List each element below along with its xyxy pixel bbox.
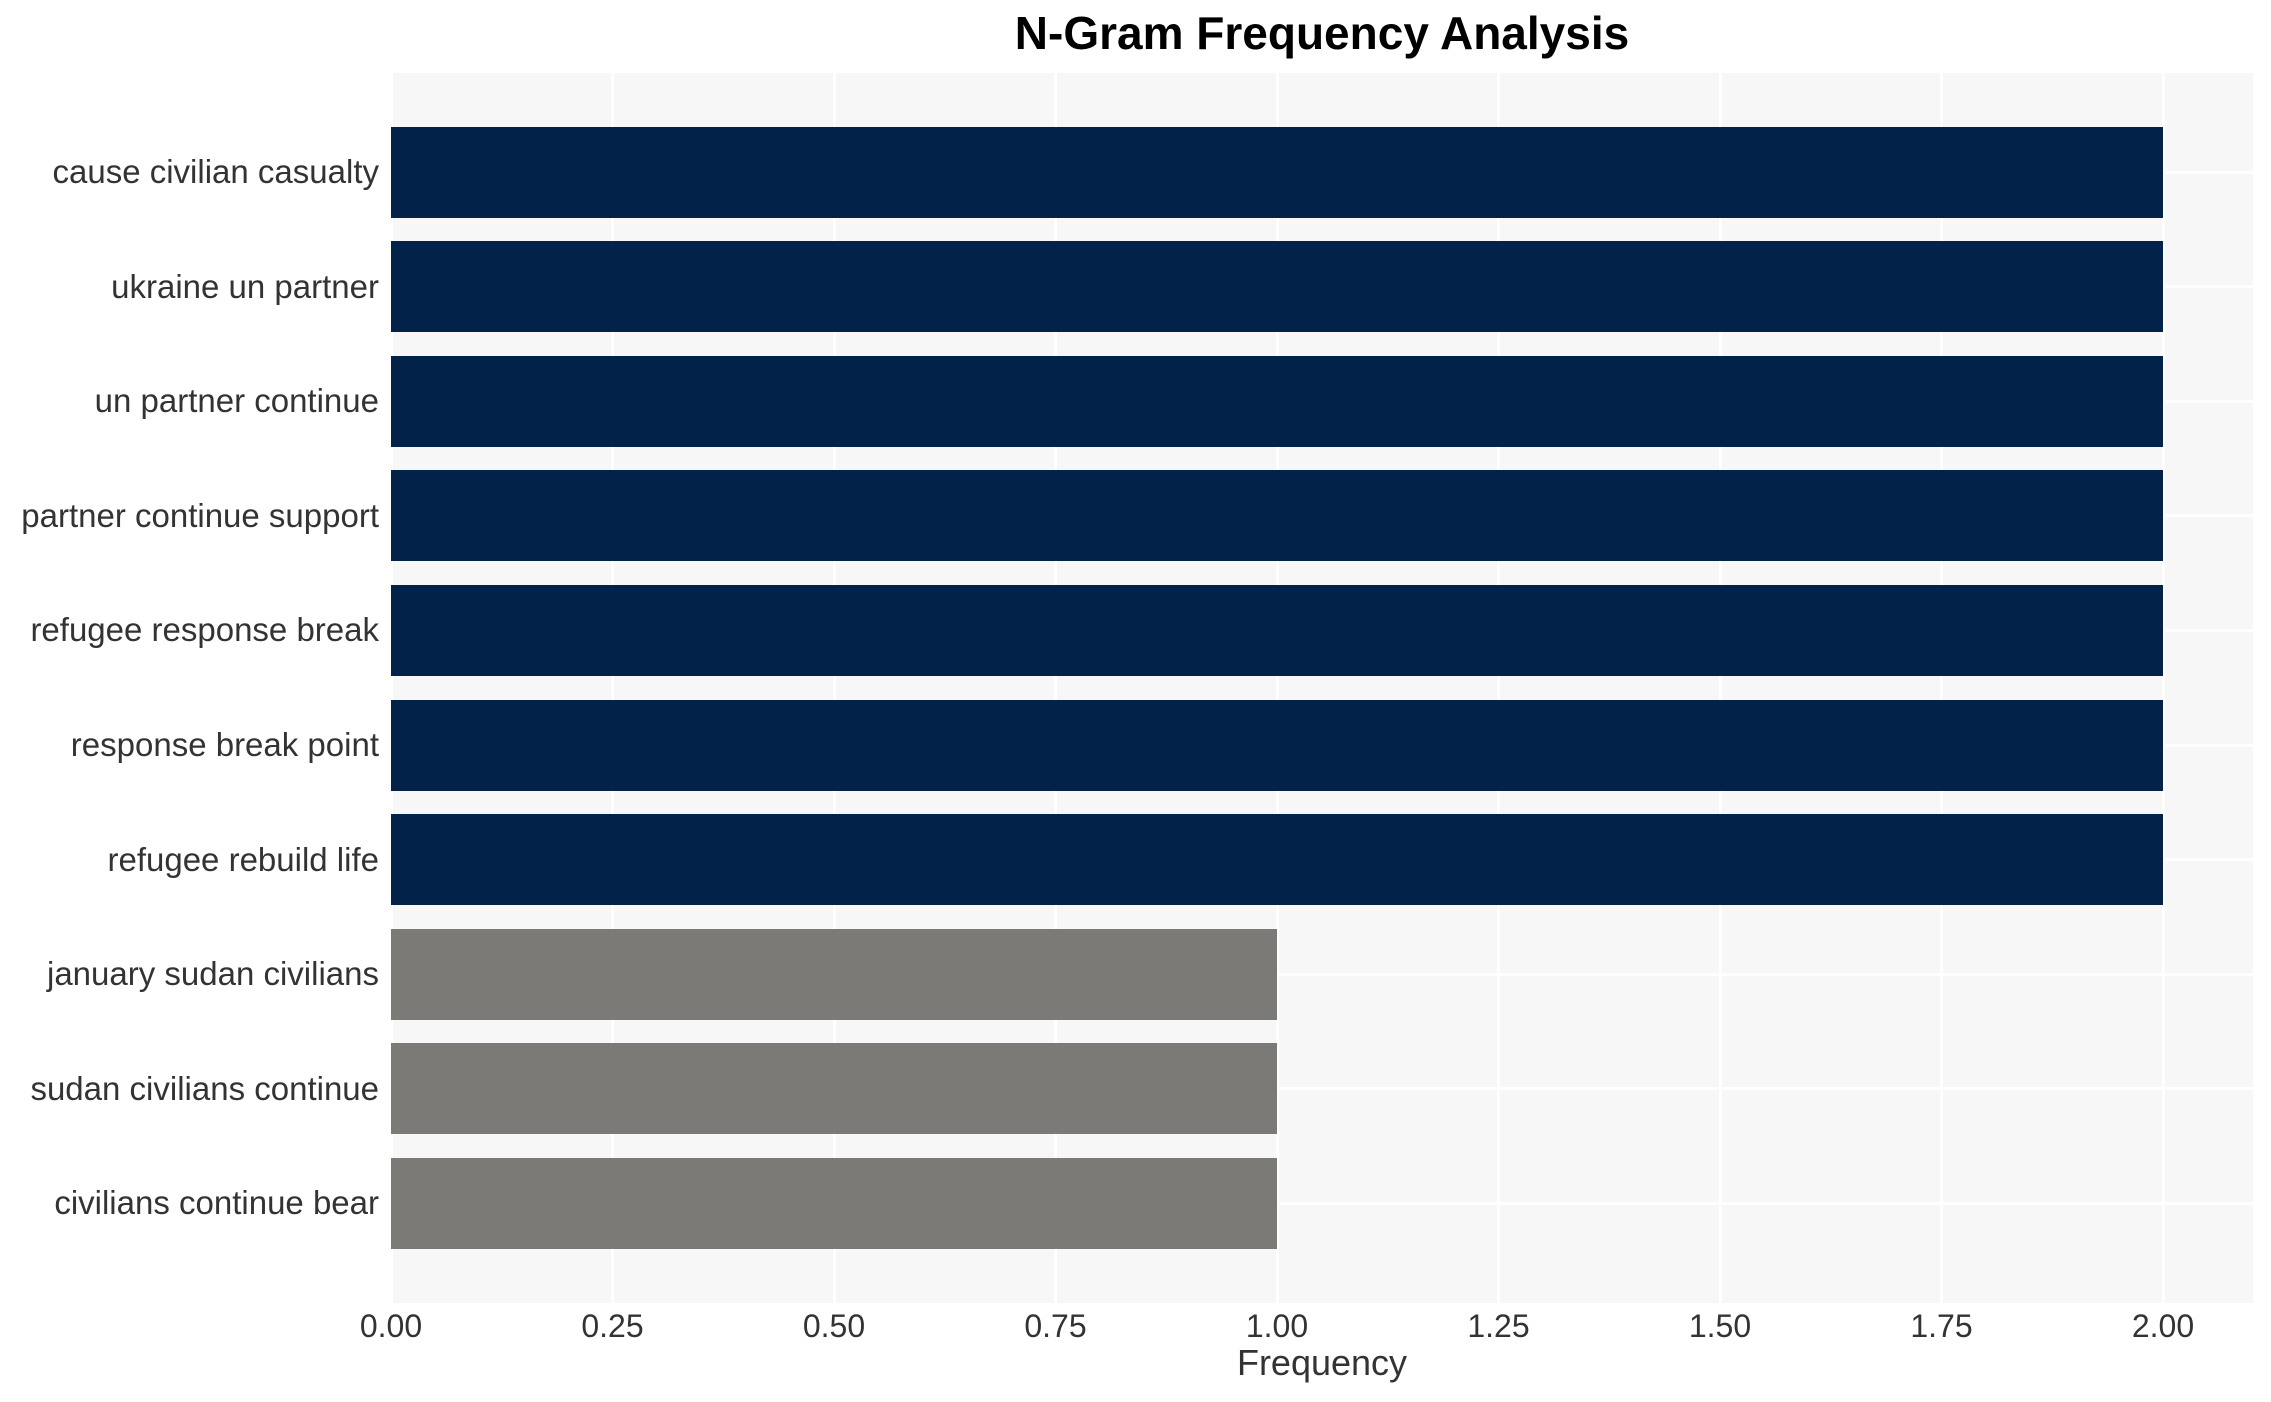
y-axis-label: refugee response break bbox=[30, 611, 379, 649]
v-gridline bbox=[1275, 73, 1279, 1303]
y-axis-label: response break point bbox=[70, 726, 379, 763]
v-gridline bbox=[611, 73, 614, 1303]
bar bbox=[391, 470, 2163, 562]
chart-title: N-Gram Frequency Analysis bbox=[1014, 7, 1630, 59]
x-axis-tick: 1.00 bbox=[1245, 1308, 1309, 1344]
h-gridline bbox=[391, 1087, 2253, 1091]
x-axis-tick: 1.50 bbox=[1688, 1308, 1752, 1344]
plot-area bbox=[391, 73, 2253, 1303]
v-gridline bbox=[1940, 73, 1943, 1303]
bar bbox=[391, 814, 2163, 906]
v-gridline bbox=[2161, 73, 2165, 1303]
x-axis-tick: 0.50 bbox=[802, 1308, 866, 1344]
y-axis-label: january sudan civilians bbox=[46, 955, 379, 993]
y-axis-label: cause civilian casualty bbox=[52, 153, 380, 190]
x-axis-tick: 0.75 bbox=[1024, 1308, 1087, 1344]
bar bbox=[391, 1043, 1277, 1135]
bar bbox=[391, 584, 2163, 676]
bar bbox=[391, 126, 2163, 218]
v-gridline bbox=[1054, 73, 1057, 1303]
h-gridline bbox=[391, 972, 2253, 976]
bar bbox=[391, 928, 1277, 1020]
bar bbox=[391, 1157, 1277, 1249]
x-axis-tick: 0.25 bbox=[581, 1308, 644, 1344]
v-gridline bbox=[1718, 73, 1722, 1303]
h-gridline bbox=[391, 1201, 2253, 1205]
y-axis-label: un partner continue bbox=[94, 382, 379, 420]
y-axis-label: civilians continue bear bbox=[54, 1184, 379, 1222]
y-axis-label: partner continue support bbox=[21, 496, 379, 534]
x-axis-tick: 1.25 bbox=[1467, 1308, 1530, 1344]
x-axis-tick: 0.00 bbox=[359, 1308, 423, 1344]
bar bbox=[391, 699, 2163, 791]
x-axis-tick: 1.75 bbox=[1910, 1308, 1973, 1344]
y-axis-label: ukraine un partner bbox=[111, 267, 379, 305]
bar bbox=[391, 241, 2163, 333]
x-axis-tick: 2.00 bbox=[2131, 1308, 2195, 1344]
v-gridline bbox=[832, 73, 836, 1303]
v-gridline bbox=[1497, 73, 1500, 1303]
bar bbox=[391, 355, 2163, 447]
v-gridline bbox=[391, 73, 393, 1303]
x-axis-title: Frequency bbox=[1236, 1342, 1408, 1383]
y-axis-label: sudan civilians continue bbox=[30, 1069, 379, 1107]
y-axis-label: refugee rebuild life bbox=[107, 840, 379, 878]
